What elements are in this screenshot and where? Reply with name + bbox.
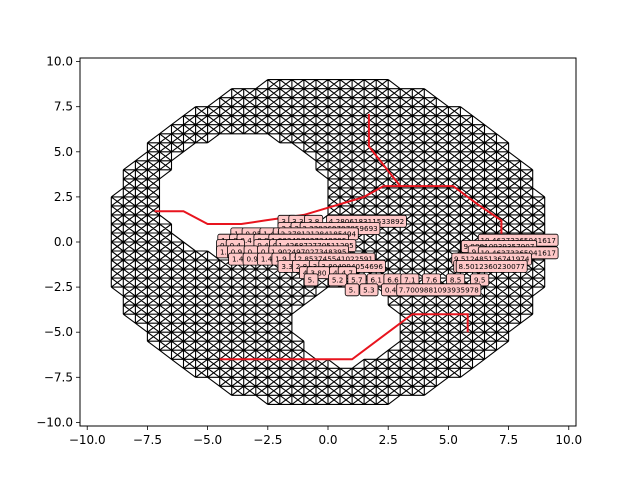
- value-label-text: 1.902497027348395: [271, 248, 346, 257]
- path-main: [154, 185, 503, 242]
- value-label-text: 4.: [333, 268, 340, 277]
- value-label-text: 3.80: [310, 268, 326, 277]
- value-label-text: 0.4: [385, 285, 397, 294]
- value-label-text: 9.5: [474, 276, 485, 285]
- y-axis: −10.0 −7.5 −5.0 −2.5 0.0 2.5 5.0 7.5 10.0: [36, 55, 80, 429]
- value-label-text: 0.9: [231, 248, 243, 257]
- value-label-text: 6.1: [370, 276, 381, 285]
- value-label-text: 3.3: [281, 262, 292, 271]
- value-label-text: 9.5: [472, 248, 483, 257]
- red-path: [154, 113, 503, 361]
- x-tick-label: 5.0: [439, 433, 458, 447]
- value-label: 5.: [344, 283, 360, 297]
- path-branch-0: [367, 113, 401, 187]
- value-label-text: 5.: [308, 276, 315, 285]
- value-label-text: 4.280618311533892: [329, 217, 404, 226]
- value-label-box: [344, 283, 360, 297]
- value-label-box: [359, 283, 379, 297]
- y-tick-label: −7.5: [44, 370, 73, 384]
- value-label-text: 0.4: [240, 236, 252, 245]
- value-label: 5.2: [328, 273, 348, 287]
- value-label: 5.3: [359, 283, 379, 297]
- value-label: 0.9: [242, 252, 262, 266]
- value-label-text: 8.5: [450, 276, 461, 285]
- x-tick-label: −2.5: [253, 433, 282, 447]
- value-label-text: 0.9: [246, 255, 258, 264]
- value-label: 3.3: [277, 259, 297, 273]
- x-tick-label: 0.0: [318, 433, 337, 447]
- value-label-text: 9.512485136741974: [454, 255, 530, 264]
- value-label-text: 0.: [248, 248, 255, 257]
- value-label-text: 1.4: [261, 255, 273, 264]
- x-tick-label: 2.5: [379, 433, 398, 447]
- value-label-box: [396, 283, 482, 297]
- value-label-box: [303, 273, 319, 287]
- value-label-text: 1.4: [232, 255, 244, 264]
- value-label-text: 7.6: [426, 276, 438, 285]
- value-label-text: 5.: [349, 285, 356, 294]
- value-label: 5.: [303, 273, 319, 287]
- x-tick-label: 10.0: [555, 433, 582, 447]
- value-label-text: 3.3: [292, 217, 303, 226]
- value-label-text: 8.5012360230077: [459, 262, 525, 271]
- y-tick-label: −10.0: [36, 415, 73, 429]
- value-label-text: 5.3: [363, 285, 374, 294]
- value-label-box: [455, 259, 528, 273]
- value-label-text: 3.8: [308, 217, 320, 226]
- y-tick-label: −5.0: [44, 325, 73, 339]
- value-label: 1.4: [228, 252, 248, 266]
- value-label-text: 7.7009881093935978: [399, 285, 479, 294]
- value-label-box: [328, 273, 348, 287]
- value-label-text: 2.853745541022591: [297, 255, 372, 264]
- y-tick-label: −2.5: [44, 280, 73, 294]
- value-label: 8.5: [446, 273, 466, 287]
- value-label-text: 1.9: [275, 255, 287, 264]
- x-axis: −10.0 −7.5 −5.0 −2.5 0.0 2.5 5.0 7.5 10.0: [69, 426, 582, 447]
- y-tick-label: 0.0: [54, 235, 73, 249]
- value-label: 7.1: [400, 273, 420, 287]
- value-label-text: 4.: [303, 268, 310, 277]
- value-label-text: 1.4: [220, 248, 232, 257]
- value-label-text: 5.2: [332, 276, 343, 285]
- x-tick-label: −7.5: [133, 433, 162, 447]
- x-tick-label: −5.0: [193, 433, 222, 447]
- value-label-text: 4.7: [342, 268, 353, 277]
- y-tick-label: 10.0: [46, 55, 73, 69]
- y-tick-label: 2.5: [54, 190, 73, 204]
- value-label-text: 3.3: [281, 217, 292, 226]
- value-label: 7.7009881093935978: [396, 283, 482, 297]
- value-label-text: 6.6: [387, 276, 399, 285]
- value-label-text: 7.1: [404, 276, 415, 285]
- x-tick-label: 7.5: [499, 433, 518, 447]
- path-branch-1: [219, 313, 469, 361]
- value-label-text: 5.7: [351, 276, 362, 285]
- value-label: 8.5012360230077: [455, 259, 528, 273]
- value-labels: 3.33.33.84.2806183115338923.32.3.3293697…: [216, 214, 559, 297]
- y-tick-label: 5.0: [54, 145, 73, 159]
- y-tick-label: 7.5: [54, 100, 73, 114]
- value-label-text: 0.9: [261, 248, 273, 257]
- x-tick-label: −10.0: [69, 433, 106, 447]
